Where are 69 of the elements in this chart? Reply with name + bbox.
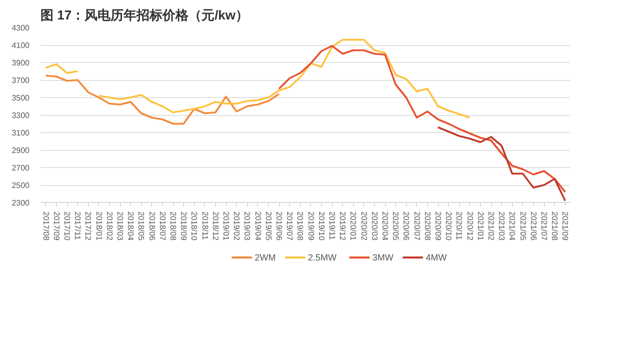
x-tick-label: 2020/05 <box>391 212 400 241</box>
y-tick-label: 4300 <box>12 24 30 32</box>
x-tick-label: 2020/04 <box>380 212 390 241</box>
x-tick-label: 2017/12 <box>84 212 93 241</box>
x-tick-label: 2019/03 <box>242 212 252 241</box>
x-tick-label: 2019/07 <box>285 212 294 241</box>
x-tick-label: 2019/10 <box>316 212 326 241</box>
x-tick-label: 2020/07 <box>412 212 422 241</box>
x-tick-label: 2021/02 <box>486 212 496 241</box>
line-series <box>437 126 566 202</box>
x-tick-label: 2020/01 <box>348 212 358 241</box>
x-tick-label: 2018/07 <box>158 212 167 241</box>
x-tick-label: 2021/09 <box>560 212 570 241</box>
y-tick-label: 2900 <box>12 146 30 155</box>
x-tick-label: 2019/04 <box>253 212 262 241</box>
x-tick-label: 2021/08 <box>550 212 560 241</box>
x-tick-label: 2019/09 <box>306 212 316 241</box>
x-tick-label: 2019/05 <box>264 212 273 241</box>
line-series <box>278 44 566 193</box>
y-tick-label: 3100 <box>12 128 30 138</box>
x-tick-label: 2020/06 <box>402 212 411 241</box>
chart-title: 图 17：风电历年招标价格（元/kw） <box>40 8 249 22</box>
x-tick-label: 2020/12 <box>465 212 474 241</box>
y-tick-label: 3900 <box>12 58 30 68</box>
x-tick-label: 2020/02 <box>359 212 368 241</box>
legend-label: 3MW <box>372 252 394 262</box>
x-tick-label: 2020/10 <box>444 212 454 241</box>
x-tick-label: 2018/01 <box>94 212 104 241</box>
x-tick-label: 2021/03 <box>497 212 506 241</box>
x-tick-label: 2018/04 <box>126 212 136 241</box>
y-tick-label: 3500 <box>12 94 30 102</box>
x-tick-label: 2018/03 <box>116 212 124 241</box>
x-tick-label: 2020/08 <box>422 212 432 241</box>
x-tick-label: 2021/05 <box>518 212 528 241</box>
y-tick-label: 2500 <box>12 181 30 190</box>
y-tick-label: 2300 <box>12 198 30 208</box>
x-tick-label: 2020/09 <box>434 212 442 241</box>
x-tick-label: 2017/11 <box>73 212 82 240</box>
x-tick-label: 2018/08 <box>168 212 178 241</box>
x-tick-label: 2018/11 <box>200 212 210 240</box>
x-tick-label: 2019/11 <box>328 212 336 240</box>
legend-label: 2.5MW <box>308 252 338 262</box>
x-tick-label: 2019/01 <box>222 212 230 241</box>
y-tick-label: 4100 <box>12 41 30 50</box>
legend-label: 4MW <box>426 252 448 262</box>
legend-label: 2WM <box>254 252 276 262</box>
x-tick-label: 2019/06 <box>274 212 284 241</box>
y-tick-label: 3700 <box>12 76 30 85</box>
x-tick-label: 2017/09 <box>52 212 61 241</box>
x-tick-label: 2017/10 <box>62 212 72 241</box>
x-tick-label: 2019/08 <box>296 212 305 241</box>
x-tick-label: 2019/12 <box>338 212 348 241</box>
x-tick-label: 2018/06 <box>147 212 156 241</box>
x-tick-label: 2018/09 <box>179 212 188 241</box>
x-tick-label: 2020/11 <box>454 212 464 240</box>
x-tick-label: 2020/03 <box>370 212 379 241</box>
x-tick-label: 2019/02 <box>232 212 242 241</box>
line-series <box>44 74 280 125</box>
x-tick-label: 2018/12 <box>210 212 220 241</box>
x-tick-label: 2017/08 <box>41 212 50 241</box>
x-tick-label: 2021/07 <box>540 212 548 241</box>
x-tick-label: 2018/02 <box>104 212 114 241</box>
x-tick-label: 2021/04 <box>508 212 517 241</box>
x-tick-label: 2018/10 <box>190 212 199 241</box>
x-tick-label: 2021/01 <box>476 212 485 241</box>
x-tick-label: 2018/05 <box>136 212 146 241</box>
x-tick-label: 2021/06 <box>528 212 538 241</box>
y-tick-label: 3300 <box>12 111 30 120</box>
y-tick-label: 2700 <box>12 164 30 172</box>
